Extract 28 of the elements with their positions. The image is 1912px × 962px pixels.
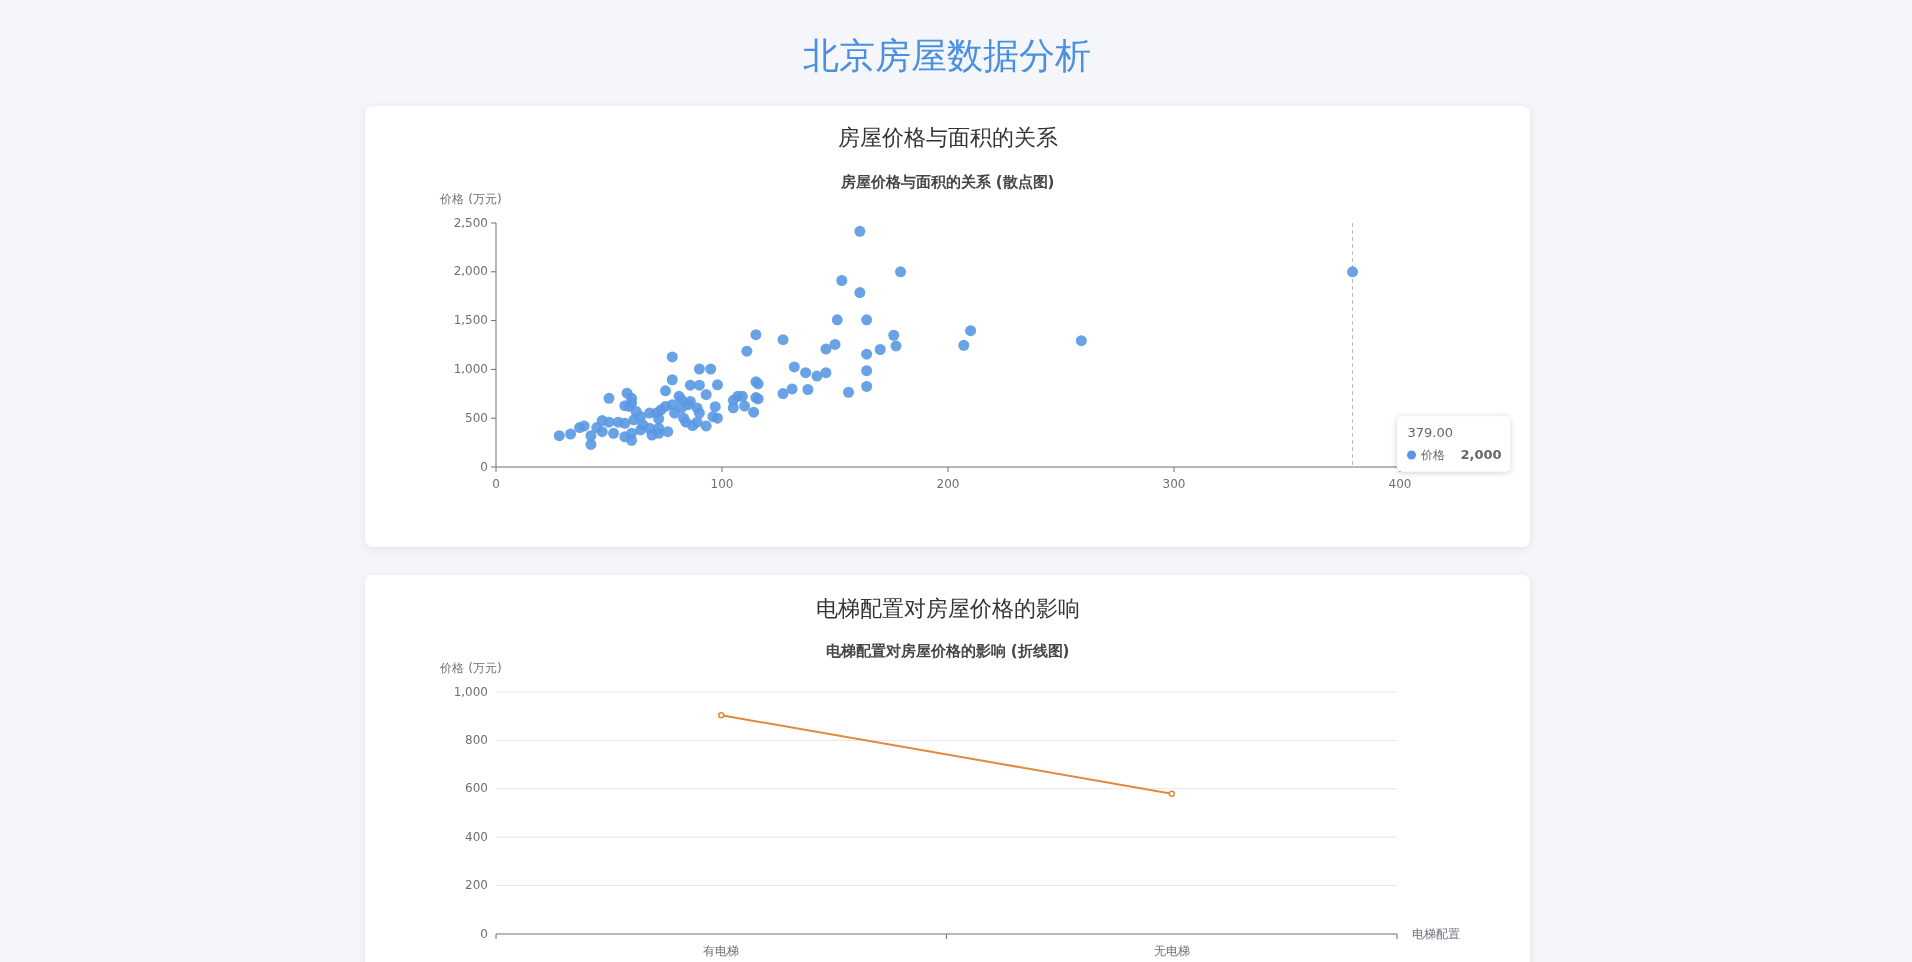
y-tick-label: 1,500 xyxy=(453,313,488,328)
y-tick-label: 500 xyxy=(465,410,488,425)
x-tick-label: 300 xyxy=(1162,476,1186,491)
y-tick-label: 2,500 xyxy=(453,215,488,230)
y-tick-label: 0 xyxy=(480,926,488,941)
y-axis-title: 价格 (万元) xyxy=(439,192,502,206)
y-tick-label: 1,000 xyxy=(453,361,488,376)
x-tick-label: 100 xyxy=(710,476,734,491)
y-tick-label: 1,000 xyxy=(453,684,488,699)
chart-subtitle: 房屋价格与面积的关系 (散点图) xyxy=(839,172,1055,191)
chart-subtitle: 电梯配置对房屋价格的影响 (折线图) xyxy=(825,641,1070,660)
chart-title: 电梯配置对房屋价格的影响 xyxy=(815,596,1080,621)
text: 北京房屋数据分析 xyxy=(803,35,1091,76)
y-tick-label: 400 xyxy=(465,829,488,844)
x-tick-label: 200 xyxy=(936,476,960,491)
x-tick-label: 有电梯 xyxy=(703,943,740,958)
y-tick-label: 0 xyxy=(480,459,488,474)
chart-title: 房屋价格与面积的关系 xyxy=(837,125,1058,150)
y-tick-label: 200 xyxy=(465,878,488,893)
legend-label: 价格 xyxy=(1419,447,1445,462)
y-tick-label: 600 xyxy=(465,781,488,796)
y-axis-title: 价格 (万元) xyxy=(439,661,502,675)
x-axis-title: 电梯配置 xyxy=(1412,927,1460,941)
x-tick-label: 0 xyxy=(492,476,500,491)
y-tick-label: 800 xyxy=(465,732,488,747)
y-tick-label: 2,000 xyxy=(453,264,488,279)
x-tick-label: 400 xyxy=(1388,476,1412,491)
x-tick-label: 无电梯 xyxy=(1153,943,1190,958)
